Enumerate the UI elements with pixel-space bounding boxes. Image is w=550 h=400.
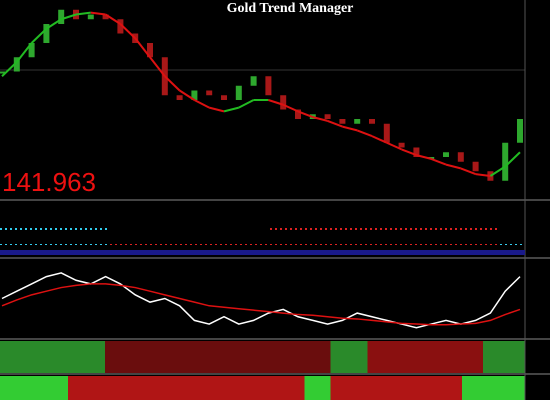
candle: [176, 95, 183, 100]
candle: [457, 152, 464, 162]
trend-line: [504, 151, 521, 168]
trend-line: [45, 18, 62, 30]
candle: [324, 114, 331, 119]
signal-dots: [0, 228, 110, 231]
trend-line: [445, 163, 462, 170]
histogram-panel: [0, 376, 525, 400]
candle: [147, 43, 153, 58]
candle: [221, 95, 227, 100]
trend-line: [386, 141, 403, 151]
trend-line: [416, 154, 432, 160]
candle: [280, 95, 287, 110]
candle: [517, 119, 523, 143]
trend-line: [193, 99, 210, 109]
candle: [13, 57, 20, 72]
signal-dots: [0, 242, 110, 245]
trend-line: [342, 125, 358, 132]
candle: [58, 9, 65, 24]
trend-line: [475, 173, 491, 177]
trend-line: [1, 61, 18, 77]
candle: [502, 142, 509, 181]
trend-line: [60, 13, 77, 21]
trend-line: [105, 13, 121, 25]
trend-line: [282, 103, 299, 113]
trend-line: [401, 148, 417, 157]
trend-line: [149, 56, 166, 77]
trend-line: [460, 167, 476, 176]
candle: [443, 152, 449, 157]
candle: [413, 147, 420, 157]
candle: [339, 119, 346, 124]
title: Gold Trend Manager: [227, 1, 354, 16]
trend-line: [430, 157, 447, 166]
trend-line: [119, 23, 136, 39]
trend-line: [356, 129, 373, 138]
trend-line: [489, 165, 506, 177]
trend-line: [208, 106, 225, 113]
trend-line: [164, 75, 181, 92]
candle: [383, 123, 390, 143]
trend-line: [16, 42, 33, 63]
candle: [191, 90, 198, 100]
trend-line: [75, 11, 91, 16]
candle: [369, 119, 375, 124]
price-label: 141.963: [2, 167, 96, 197]
signal-dots: [500, 242, 525, 245]
candle: [472, 161, 479, 172]
oscillator-line: [1, 283, 521, 326]
candle: [43, 24, 50, 43]
candle: [0, 71, 5, 74]
trend-line: [90, 11, 106, 16]
candle: [235, 85, 242, 100]
trend-line: [297, 110, 314, 119]
candle: [398, 142, 405, 148]
candle: [87, 14, 94, 20]
candle: [354, 119, 361, 124]
trend-line: [312, 116, 328, 122]
histogram-panel: [0, 341, 525, 373]
signal-dots: [270, 228, 500, 231]
candle: [28, 43, 35, 58]
signal-dots: [110, 242, 500, 245]
trend-line: [371, 135, 388, 144]
signal-band: [0, 250, 525, 255]
trend-line: [238, 99, 255, 109]
trend-line: [30, 28, 48, 44]
candle: [295, 109, 301, 119]
candle: [206, 90, 213, 96]
trend-line: [134, 37, 151, 58]
trend-line: [327, 119, 343, 128]
oscillator-line: [1, 272, 521, 329]
candle: [102, 14, 109, 20]
candle: [117, 19, 124, 34]
trend-line: [179, 89, 195, 101]
candle: [250, 76, 257, 86]
candle: [265, 76, 272, 96]
trend-line: [223, 106, 240, 113]
trend-line: [268, 99, 284, 106]
